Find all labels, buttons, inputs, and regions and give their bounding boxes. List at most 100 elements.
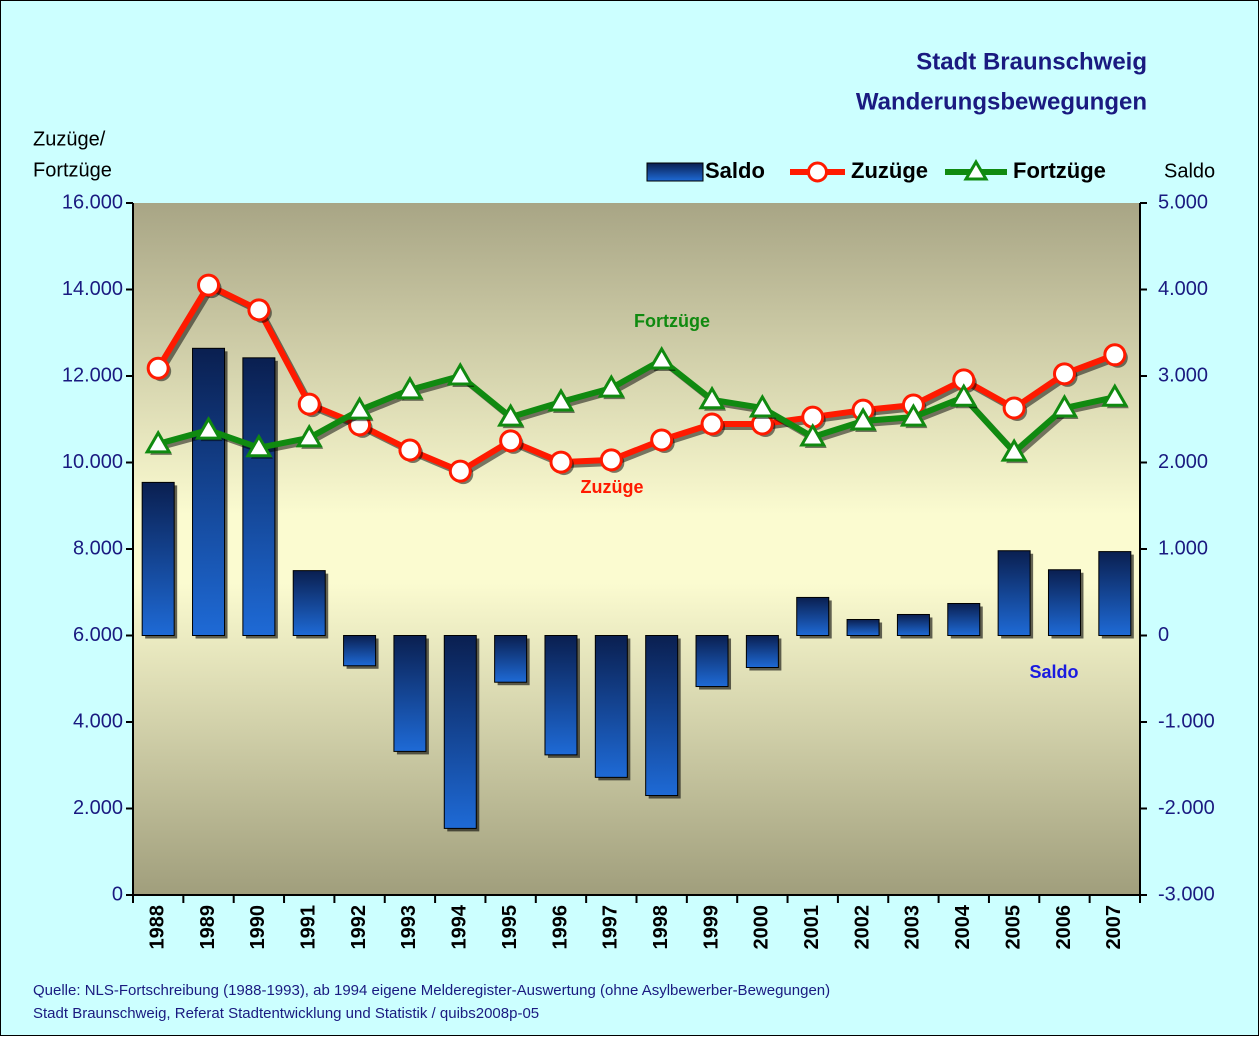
- x-tick-label: 2004: [952, 904, 974, 949]
- x-tick-label: 2001: [801, 905, 823, 950]
- marker: [194, 416, 223, 440]
- annotation: Fortzüge: [634, 311, 710, 331]
- marker: [547, 387, 575, 412]
- bar: [192, 347, 226, 636]
- marker: [146, 356, 170, 380]
- marker: [499, 429, 523, 453]
- marker: [597, 374, 625, 398]
- marker: [549, 450, 573, 474]
- bar: [343, 635, 377, 667]
- y2-tick-label: 3.000: [1158, 364, 1208, 386]
- marker: [799, 422, 827, 447]
- bar: [896, 613, 930, 637]
- bar: [494, 635, 528, 683]
- x-tick-label: 1995: [499, 905, 521, 950]
- x-tick-label: 2005: [1002, 905, 1024, 950]
- marker: [1050, 394, 1079, 418]
- marker: [1052, 362, 1076, 386]
- marker: [295, 423, 323, 448]
- bar: [594, 635, 628, 778]
- marker: [748, 394, 776, 418]
- marker: [1101, 383, 1129, 407]
- marker: [700, 412, 724, 436]
- marker: [345, 396, 374, 420]
- marker: [448, 459, 472, 483]
- marker: [698, 385, 726, 410]
- x-tick-label: 1991: [298, 905, 320, 950]
- y-tick-label: 12.000: [62, 364, 123, 386]
- y-tick-label: 14.000: [62, 278, 123, 300]
- marker: [1103, 343, 1127, 367]
- x-tick-label: 2006: [1053, 905, 1075, 950]
- x-tick-label: 1999: [700, 905, 722, 950]
- y-tick-label: 4.000: [73, 710, 123, 732]
- x-tick-label: 1990: [247, 905, 269, 950]
- y-tick-label: 6.000: [73, 624, 123, 646]
- bar: [745, 635, 779, 669]
- y2-tick-label: -3.000: [1158, 883, 1215, 905]
- x-tick-label: 2002: [851, 905, 873, 950]
- y-axis-label: Zuzüge/: [33, 128, 106, 150]
- bar: [1047, 569, 1081, 637]
- marker: [398, 438, 422, 462]
- x-tick-label: 2003: [902, 905, 924, 950]
- x-tick-label: 1992: [348, 905, 370, 950]
- source-note: Quelle: NLS-Fortschreibung (1988-1993), …: [33, 982, 830, 999]
- plot-area: [133, 203, 1140, 895]
- marker: [247, 298, 271, 322]
- bar: [1098, 551, 1132, 636]
- x-tick-label: 1989: [197, 905, 219, 950]
- x-tick-label: 1993: [398, 905, 420, 950]
- marker: [648, 346, 676, 370]
- legend-marker: [807, 161, 828, 183]
- marker: [446, 362, 474, 386]
- x-tick-label: 1994: [449, 904, 471, 949]
- bar: [796, 596, 830, 637]
- x-tick-label: 2007: [1103, 905, 1125, 950]
- bar: [443, 635, 477, 829]
- marker: [1000, 438, 1028, 462]
- marker: [1002, 396, 1026, 420]
- y-tick-label: 16.000: [62, 191, 123, 213]
- marker: [899, 403, 928, 427]
- annotation: Zuzüge: [581, 477, 644, 497]
- y-tick-label: 2.000: [73, 797, 123, 819]
- marker: [144, 429, 172, 454]
- bar: [645, 635, 679, 797]
- chart-title: Stadt Braunschweig: [916, 48, 1147, 75]
- y2-tick-label: 1.000: [1158, 537, 1208, 559]
- y2-tick-label: 5.000: [1158, 191, 1208, 213]
- bar: [846, 618, 880, 636]
- y2-tick-label: 0: [1158, 624, 1169, 646]
- marker: [599, 448, 623, 472]
- y-tick-label: 10.000: [62, 451, 123, 473]
- bar: [292, 570, 326, 636]
- source-note: Stadt Braunschweig, Referat Stadtentwick…: [33, 1005, 539, 1022]
- bar: [695, 635, 729, 688]
- y2-axis-label: Saldo: [1164, 160, 1215, 182]
- legend-label: Saldo: [705, 158, 765, 183]
- bar: [393, 635, 427, 752]
- bar: [544, 635, 578, 756]
- marker: [650, 428, 674, 452]
- annotation: Saldo: [1029, 662, 1078, 682]
- marker: [849, 406, 877, 431]
- y-axis-label: Fortzüge: [33, 159, 112, 181]
- bar: [141, 481, 175, 636]
- y-tick-label: 8.000: [73, 537, 123, 559]
- y2-tick-label: -2.000: [1158, 797, 1215, 819]
- bar: [242, 357, 276, 636]
- x-tick-label: 1998: [650, 905, 672, 950]
- bar: [997, 550, 1031, 636]
- bar: [947, 602, 981, 636]
- y-tick-label: 0: [112, 883, 123, 905]
- marker: [197, 273, 221, 297]
- marker: [297, 392, 321, 416]
- marker: [950, 383, 978, 407]
- marker: [245, 433, 273, 458]
- x-tick-label: 2000: [751, 905, 773, 950]
- marker: [396, 375, 424, 400]
- x-tick-label: 1997: [600, 905, 622, 950]
- legend-marker: [963, 159, 989, 181]
